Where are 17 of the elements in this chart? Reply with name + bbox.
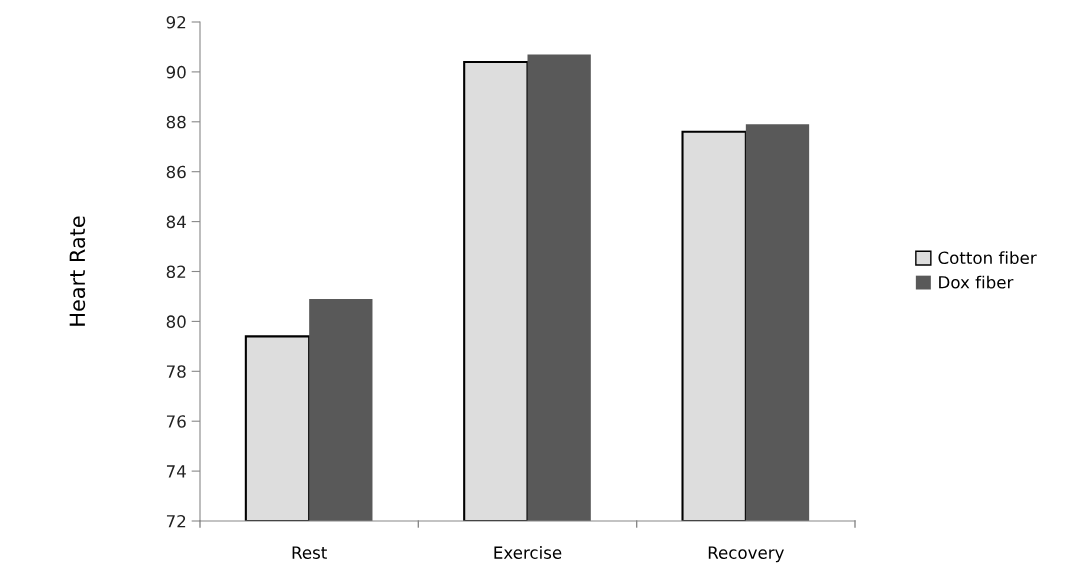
x-tick-label: Recovery [708,546,784,563]
y-tick-label: 84 [166,215,186,229]
y-tick-label: 72 [166,514,186,528]
y-tick-label: 80 [166,315,186,328]
y-tick-label: 90 [166,65,186,79]
y-tick-label: 82 [166,265,186,279]
y-tick-label: 78 [166,365,186,378]
y-tick-label: 88 [166,115,186,129]
x-tick-label: Rest [292,546,327,559]
legend-label: Dox fiber [939,275,1014,289]
y-tick-label: 92 [166,15,186,29]
y-tick-label: 86 [166,165,186,179]
y-axis-title: Heart Rate [69,216,86,326]
y-tick-label: 74 [166,465,186,478]
y-tick-label: 76 [166,415,186,428]
x-tick-label: Exercise [494,546,562,559]
legend-label: Cotton fiber [938,251,1037,265]
